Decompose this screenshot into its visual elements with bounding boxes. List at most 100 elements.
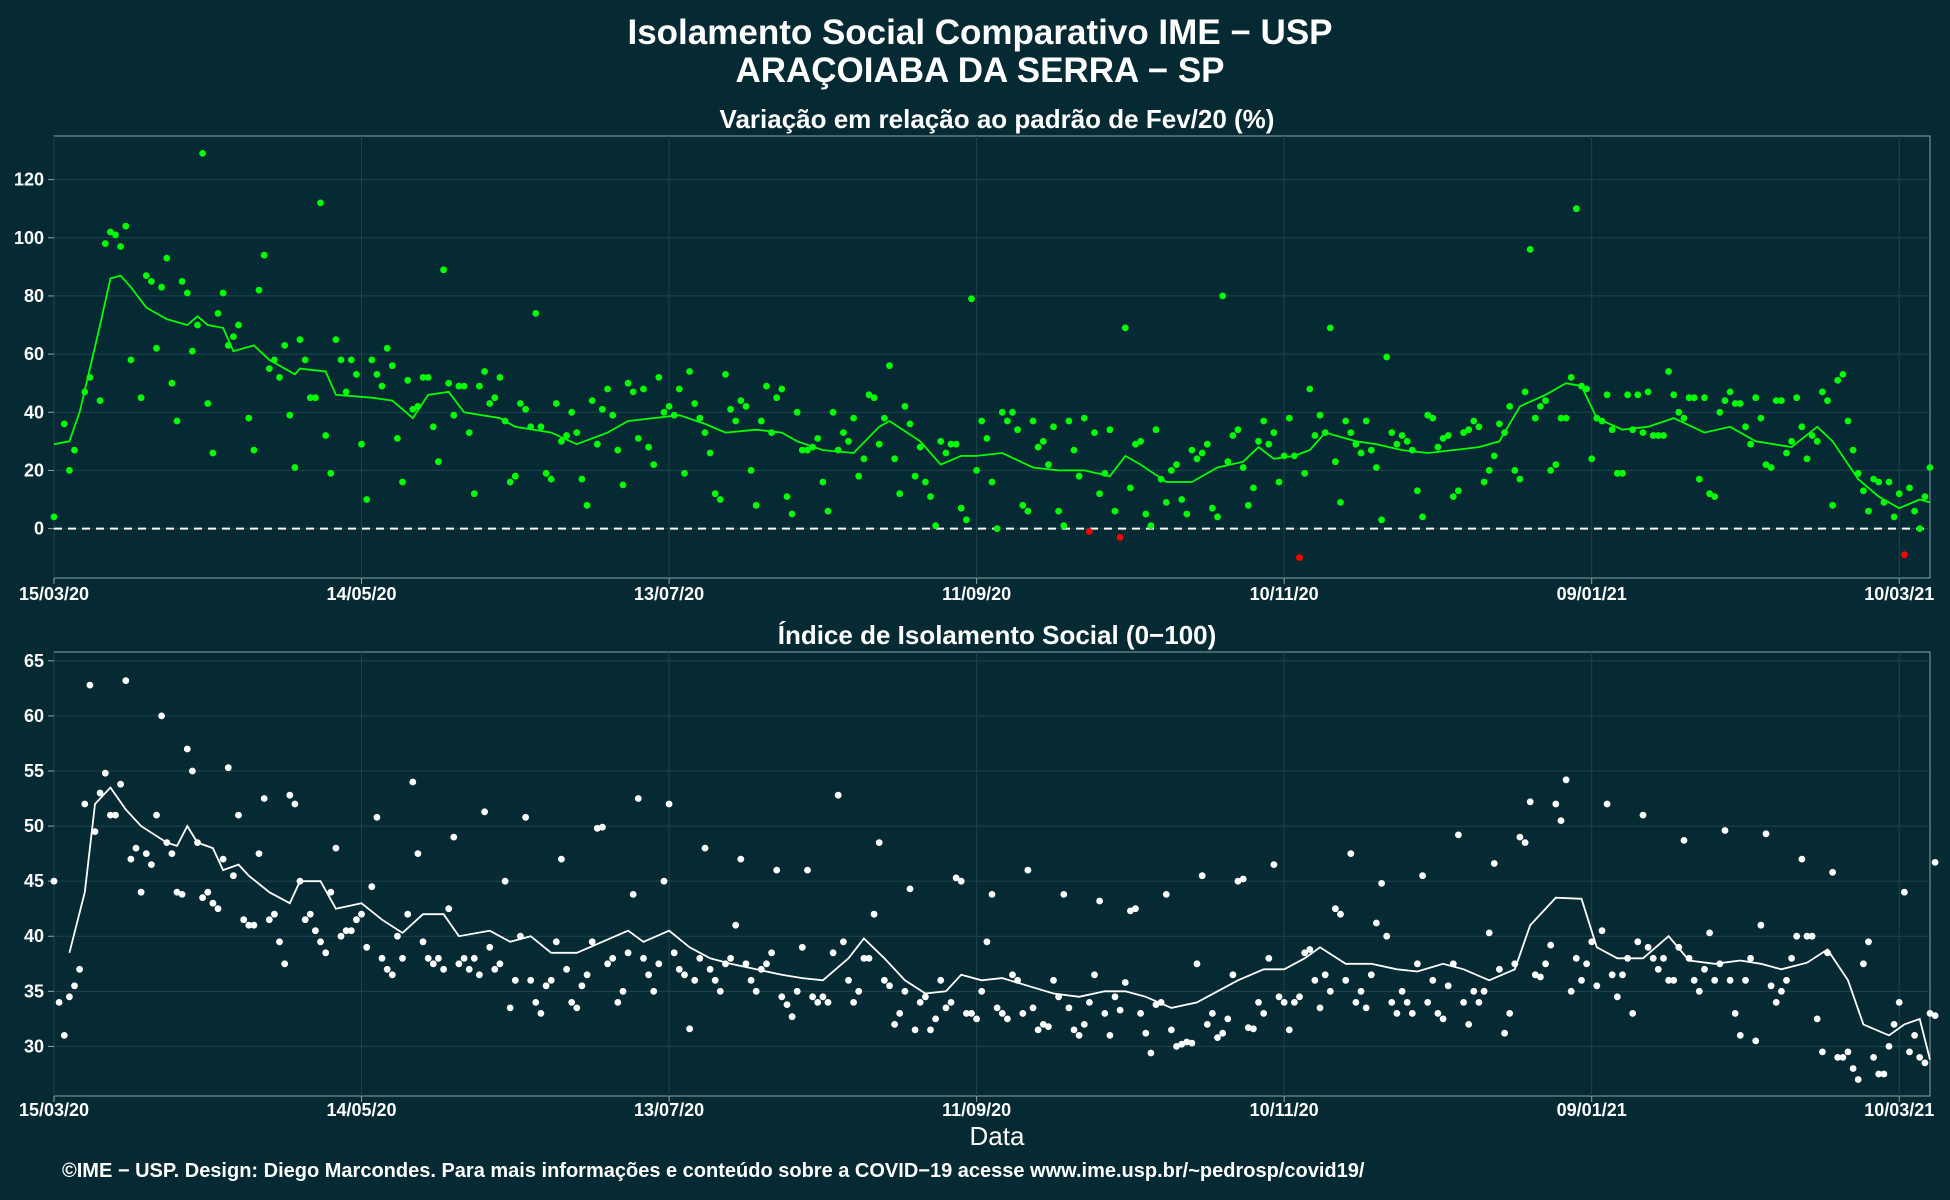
data-point: [1326, 987, 1334, 995]
data-point: [911, 1026, 919, 1034]
data-point: [834, 446, 842, 454]
data-point: [1608, 426, 1616, 434]
data-point: [542, 469, 550, 477]
data-point: [496, 960, 504, 968]
data-point: [1465, 1021, 1473, 1028]
data-point: [312, 394, 319, 402]
data-point: [891, 1021, 898, 1028]
data-point: [1603, 391, 1611, 399]
data-point: [1393, 440, 1401, 448]
data-point: [178, 278, 186, 285]
data-point: [204, 888, 212, 896]
data-point: [1608, 971, 1616, 979]
data-point: [706, 965, 714, 973]
data-point: [1885, 1043, 1893, 1050]
data-point: [1316, 1004, 1324, 1012]
data-point: [1229, 971, 1237, 979]
data-point: [1424, 411, 1432, 419]
data-point: [1572, 205, 1580, 213]
data-point: [250, 921, 258, 929]
data-point: [1127, 907, 1134, 915]
data-point: [1260, 1010, 1268, 1017]
data-point: [1004, 417, 1011, 425]
data-point: [850, 414, 857, 422]
data-point: [1485, 467, 1493, 474]
data-point: [55, 999, 63, 1006]
data-point: [378, 954, 386, 962]
data-point: [563, 965, 570, 973]
y-tick-label: 120: [14, 170, 44, 190]
data-point: [983, 435, 991, 442]
data-point: [440, 965, 447, 973]
data-point: [1593, 982, 1601, 990]
y-tick-label: 40: [24, 926, 44, 946]
data-point: [517, 932, 524, 940]
data-point: [1239, 875, 1247, 883]
data-point: [1378, 880, 1385, 887]
data-point: [163, 839, 171, 846]
data-point: [224, 342, 232, 349]
data-point: [414, 403, 422, 410]
data-point: [1521, 839, 1529, 846]
data-point: [1547, 467, 1555, 474]
data-point: [1798, 423, 1806, 431]
data-point: [465, 429, 473, 436]
data-point: [332, 336, 340, 343]
data-point: [814, 999, 822, 1006]
data-point: [1449, 960, 1457, 968]
data-point: [1660, 954, 1667, 962]
data-point: [445, 379, 453, 387]
data-point: [1578, 976, 1585, 984]
data-point: [419, 938, 427, 946]
data-point: [1552, 800, 1560, 808]
points-variation: [50, 150, 1934, 561]
data-point: [450, 833, 458, 841]
data-point: [650, 461, 658, 468]
data-point: [1562, 776, 1570, 784]
data-point: [1383, 932, 1391, 940]
data-point: [219, 289, 227, 297]
data-point: [1086, 999, 1093, 1006]
data-point: [1234, 877, 1242, 885]
data-point: [1501, 429, 1508, 436]
data-point: [1034, 443, 1042, 451]
data-point: [117, 780, 124, 788]
data-point: [1106, 1032, 1114, 1039]
data-point: [1767, 982, 1775, 990]
y-tick-label: 60: [24, 706, 44, 726]
data-point: [388, 362, 396, 370]
data-point: [783, 493, 791, 500]
data-point: [829, 408, 837, 416]
data-point: [763, 960, 770, 968]
data-point: [860, 455, 868, 463]
data-point: [1250, 484, 1257, 492]
data-point: [1670, 976, 1678, 984]
data-point: [142, 850, 150, 857]
data-point: [71, 446, 78, 454]
data-point: [1347, 850, 1355, 857]
y-tick-label: 40: [24, 402, 44, 422]
data-point: [1752, 1037, 1760, 1045]
data-point: [1029, 417, 1037, 425]
data-point: [1870, 475, 1877, 483]
data-point: [1403, 437, 1411, 445]
data-point: [573, 429, 581, 436]
x-tick-label: 14/05/20: [327, 584, 397, 604]
data-point: [173, 888, 181, 896]
data-point: [1742, 423, 1749, 431]
data-point: [1352, 440, 1360, 448]
data-point: [957, 877, 965, 885]
data-point: [1198, 449, 1206, 457]
data-point: [1147, 1049, 1155, 1057]
data-point: [1716, 408, 1724, 416]
data-point: [1121, 324, 1129, 332]
data-point: [1854, 1076, 1862, 1083]
data-point: [1644, 943, 1652, 951]
data-point: [1603, 800, 1611, 808]
data-point: [681, 469, 688, 477]
data-point: [1337, 499, 1344, 506]
data-point: [804, 446, 811, 454]
data-point: [1429, 414, 1437, 422]
data-point: [1690, 976, 1698, 984]
